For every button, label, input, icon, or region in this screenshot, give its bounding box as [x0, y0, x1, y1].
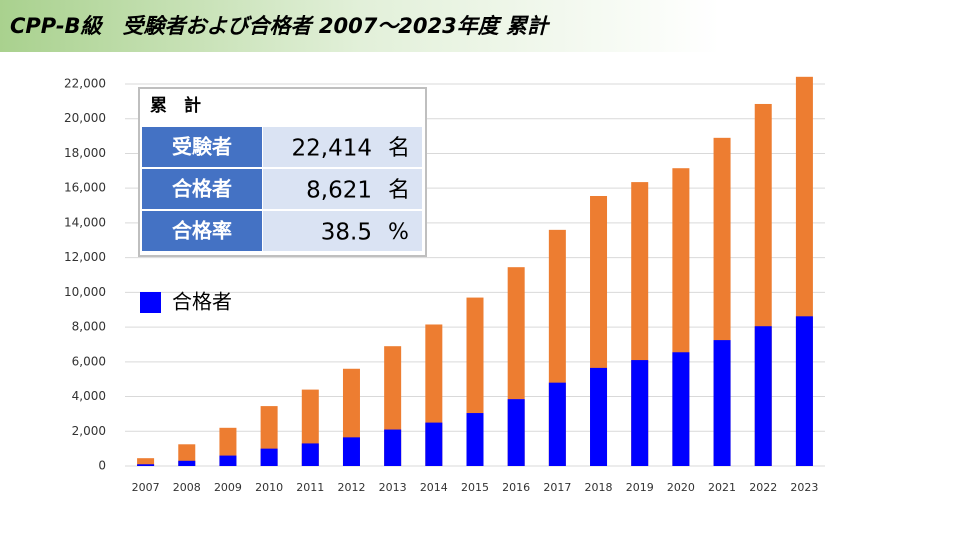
value-cell: [263, 211, 422, 251]
x-tick-label: 2017: [543, 481, 571, 494]
bar: [178, 444, 196, 466]
y-tick-label: 0: [98, 459, 106, 473]
x-tick-label: 2009: [214, 481, 242, 494]
y-tick-label: 18,000: [64, 146, 106, 160]
bar: [466, 413, 484, 466]
x-tick-label: 2018: [585, 481, 613, 494]
value-cell: [263, 169, 422, 209]
bar: [631, 360, 649, 466]
y-tick-label: 22,000: [64, 77, 106, 91]
y-tick-label: 4,000: [72, 389, 106, 403]
row-label: 合格率: [172, 219, 232, 243]
y-tick-label: 20,000: [64, 111, 106, 125]
y-tick-label: 14,000: [64, 215, 106, 229]
legend-swatch: [140, 292, 161, 313]
x-tick-label: 2013: [379, 481, 407, 494]
x-tick-label: 2010: [255, 481, 283, 494]
x-tick-label: 2023: [790, 481, 818, 494]
bar: [178, 460, 196, 466]
y-tick-label: 8,000: [72, 320, 106, 334]
bar: [384, 429, 402, 466]
plot: 0 2,000 4,000 6,000 8,000 10,000 12,000 14,000 1…: [64, 77, 825, 494]
x-tick-label: 2021: [708, 481, 736, 494]
x-tick-label: 2007: [132, 481, 160, 494]
bar: [754, 326, 772, 466]
bar: [219, 455, 237, 466]
x-tick-label: 2008: [173, 481, 201, 494]
legend-label: 合格者: [172, 290, 232, 314]
bar: [590, 367, 608, 466]
x-tick-label: 2022: [749, 481, 777, 494]
summary-table: 累 計 受験者 合格者 合格率 22,414 8,621 38.5 名 名 %: [138, 87, 427, 257]
x-tick-label: 2015: [461, 481, 489, 494]
label-cell: [142, 169, 262, 209]
y-tick-label: 2,000: [72, 424, 106, 438]
bar: [425, 422, 443, 466]
bar: [301, 443, 319, 466]
x-tick-label: 2012: [337, 481, 365, 494]
bar: [137, 464, 155, 466]
row-label: 受験者: [172, 135, 232, 159]
table-title: 累 計: [150, 95, 201, 116]
row-unit: %: [388, 220, 409, 245]
bar: [342, 437, 360, 466]
legend: 合格者: [140, 290, 232, 314]
x-tick-label: 2011: [296, 481, 324, 494]
label-cell: [142, 211, 262, 251]
y-tick-label: 12,000: [64, 250, 106, 264]
y-tick-label: 10,000: [64, 285, 106, 299]
label-cell: [142, 127, 262, 167]
row-value: 38.5: [321, 220, 372, 246]
row-unit: 名: [388, 178, 410, 203]
value-cell: [263, 127, 422, 167]
bar: [260, 448, 278, 466]
y-tick-label: 16,000: [64, 181, 106, 195]
row-unit: 名: [388, 136, 410, 161]
x-tick-label: 2016: [502, 481, 530, 494]
bar: [137, 458, 155, 466]
row-value: 22,414: [292, 136, 372, 162]
x-tick-label: 2019: [626, 481, 654, 494]
x-tick-label: 2014: [420, 481, 448, 494]
x-tick-label: 2020: [667, 481, 695, 494]
bar: [507, 399, 525, 466]
bar: [795, 316, 813, 466]
title-bar: [0, 0, 720, 52]
bar: [713, 340, 731, 466]
bar: [548, 382, 566, 466]
row-label: 合格者: [172, 177, 232, 201]
slide-title: CPP-B級 受験者および合格者 2007～2023年度 累計: [10, 14, 551, 38]
y-tick-label: 6,000: [72, 354, 106, 368]
row-value: 8,621: [306, 178, 372, 204]
bar: [672, 352, 690, 466]
